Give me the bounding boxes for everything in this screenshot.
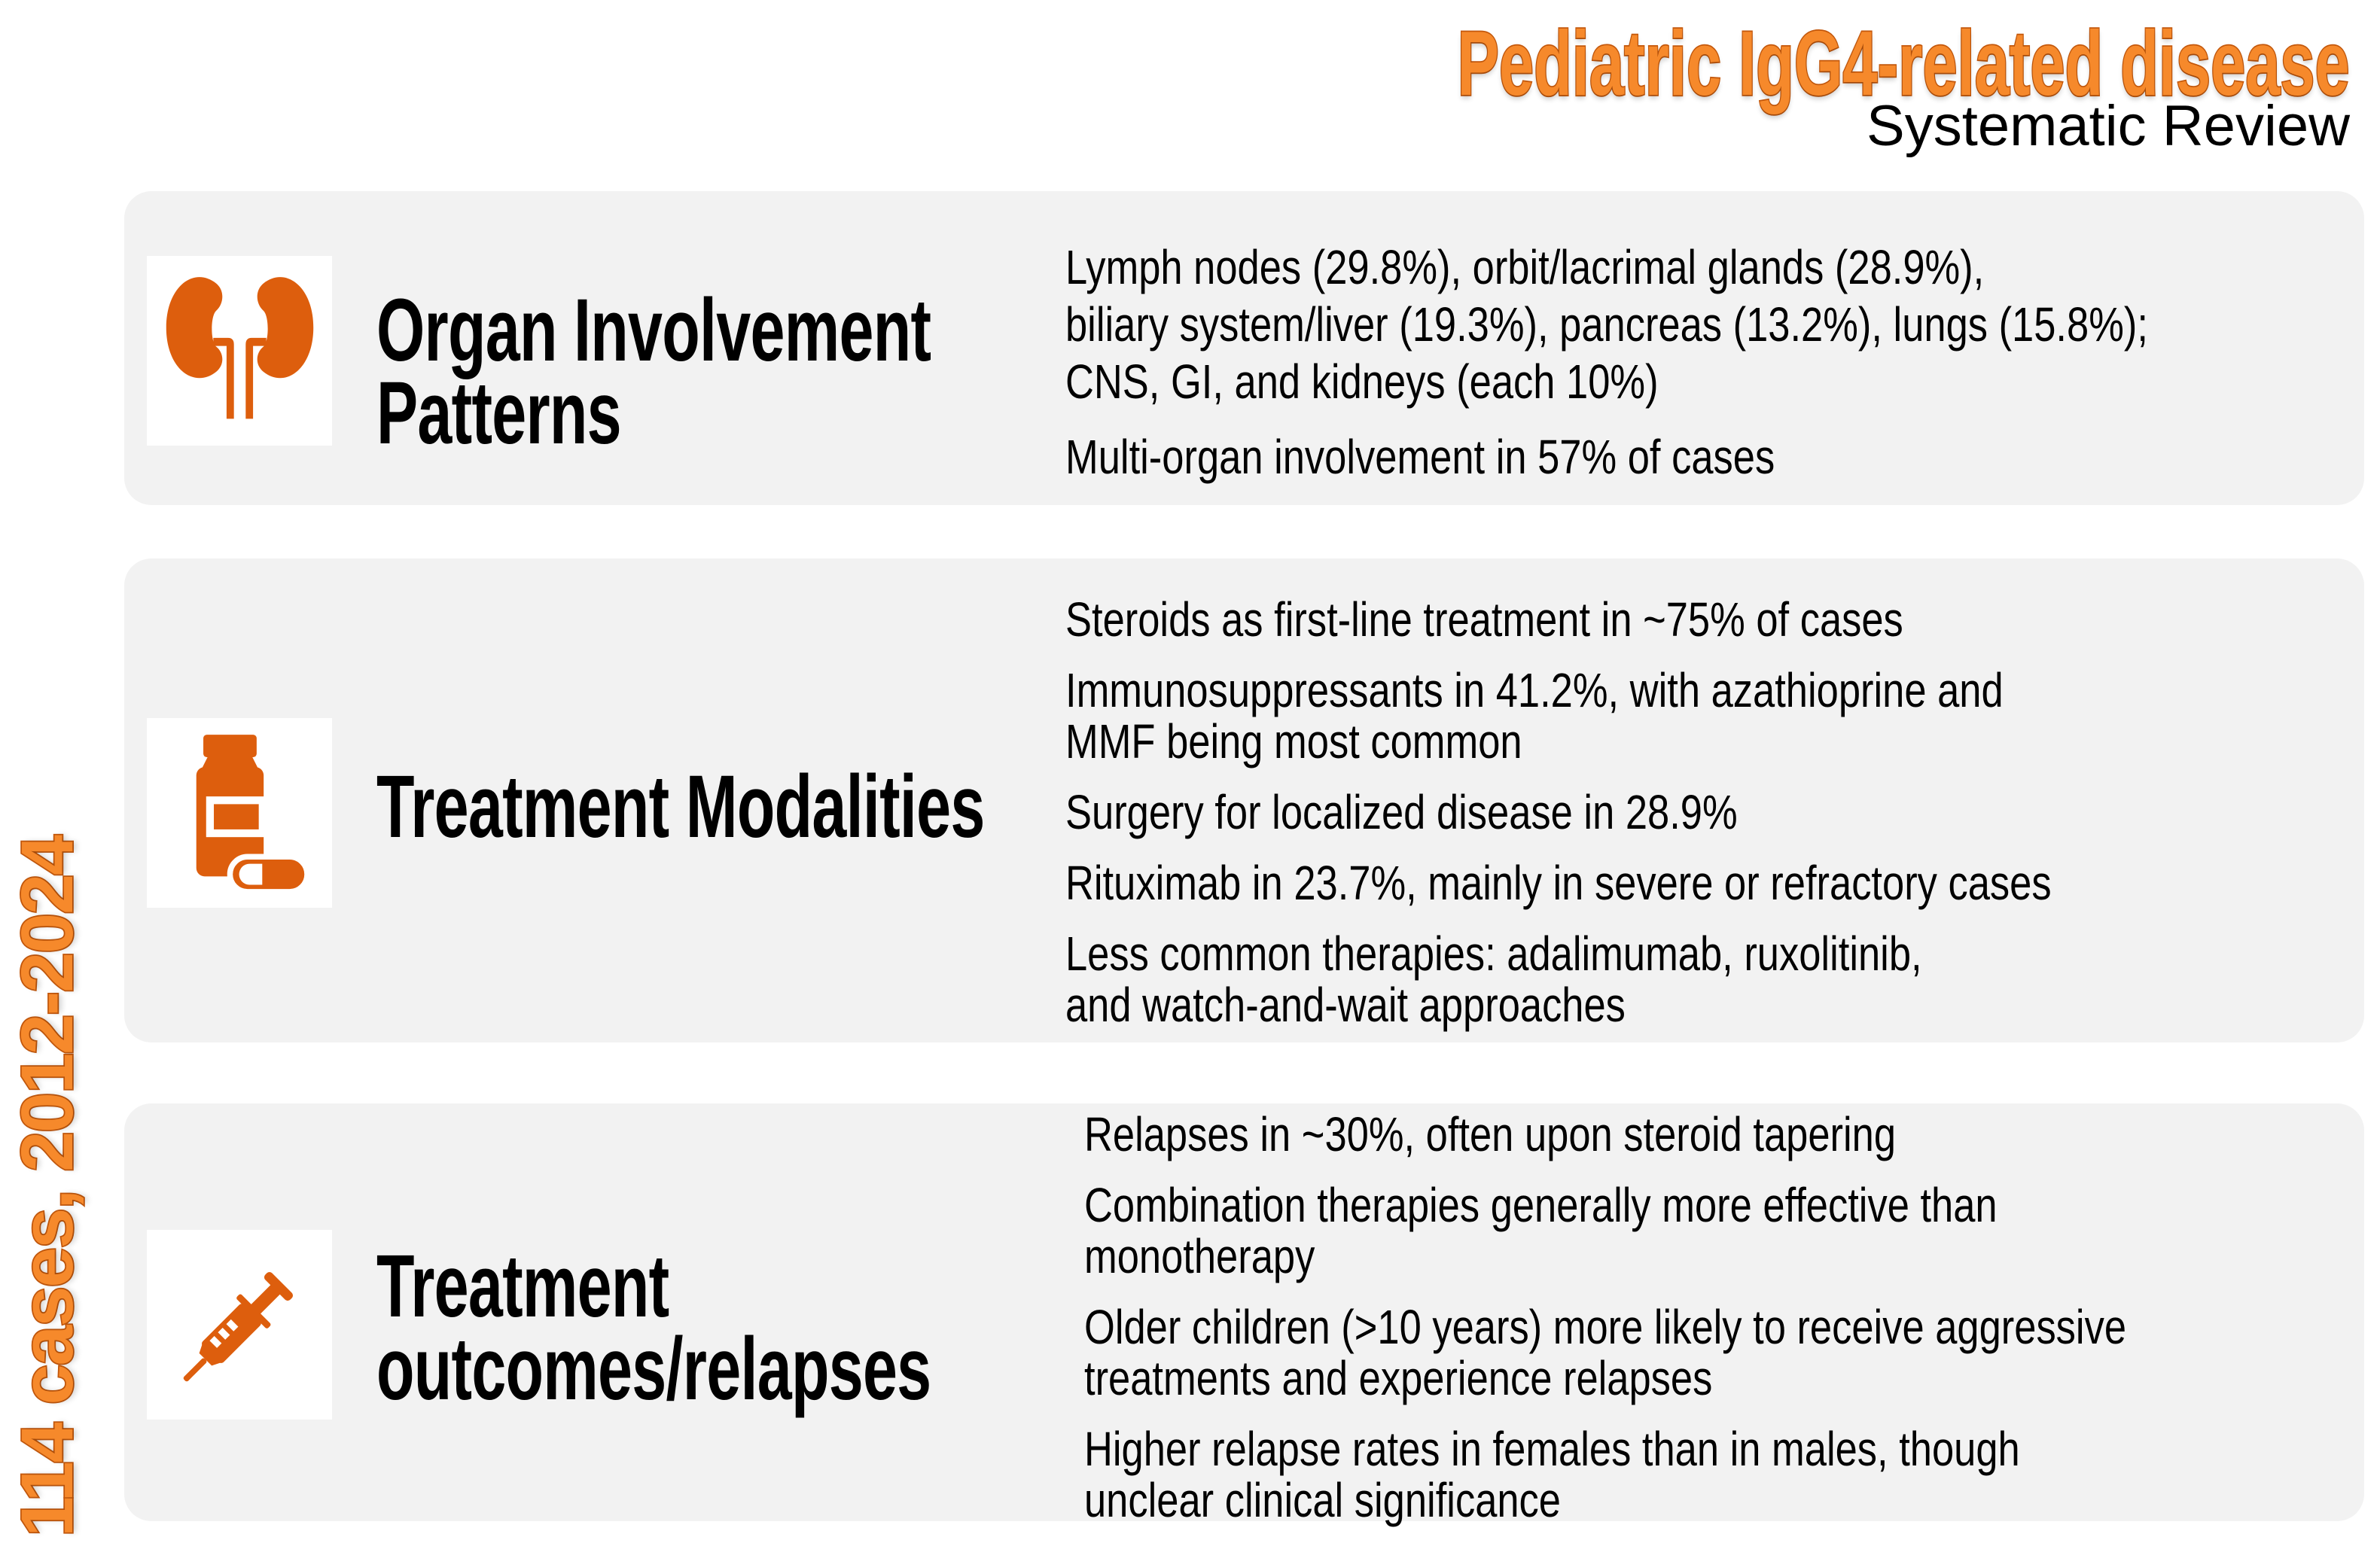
syringe-icon [183,1271,293,1381]
fact: Higher relapse rates in females than in … [1084,1422,2020,1527]
pill-bottle-icon [196,734,310,895]
icon-tile [147,718,332,908]
panel-title: Treatment Modalities [376,757,985,857]
icon-tile [147,1230,332,1420]
page-subtitle: Systematic Review [1867,94,2350,158]
fact: Surgery for localized disease in 28.9% [1065,785,1738,839]
fact: Rituximab in 23.7%, mainly in severe or … [1065,856,2052,910]
icon-tile [147,256,332,446]
kidneys-icon [166,276,313,418]
fact: Relapses in ~30%, often upon steroid tap… [1084,1107,1897,1161]
panel-treatment-modalities: Treatment Modalities Steroids as first-l… [124,558,2364,1042]
fact: Steroids as first-line treatment in ~75%… [1065,592,1903,647]
panel-organ-involvement: Organ Involvement Patterns Lymph nodes (… [124,191,2364,505]
page-title: Pediatric IgG4-related disease [1457,12,2351,114]
fact: Older children (>10 years) more likely t… [1084,1300,2127,1405]
panel-facts: Relapses in ~30%, often upon steroid tap… [1084,1109,2380,1526]
panel-title: Organ Involvement Patterns [376,281,931,463]
panel-facts: Steroids as first-line treatment in ~75%… [1065,594,2362,1030]
panel-title: Treatment outcomes/relapses [376,1237,931,1419]
fact: Immunosuppressants in 41.2%, with azathi… [1065,663,2004,768]
fact: Multi-organ involvement in 57% of cases [1065,430,1775,484]
fact: Combination therapies generally more eff… [1084,1178,1998,1283]
fact: Lymph nodes (29.8%), orbit/lacrimal glan… [1065,240,2148,409]
panel-treatment-outcomes: Treatment outcomes/relapses Relapses in … [124,1103,2364,1526]
panel-facts: Lymph nodes (29.8%), orbit/lacrimal glan… [1065,239,2362,504]
fact: Less common therapies: adalimumab, ruxol… [1065,927,1922,1032]
side-label-cases-years: 114 cases, 2012-2024 [5,835,90,1538]
